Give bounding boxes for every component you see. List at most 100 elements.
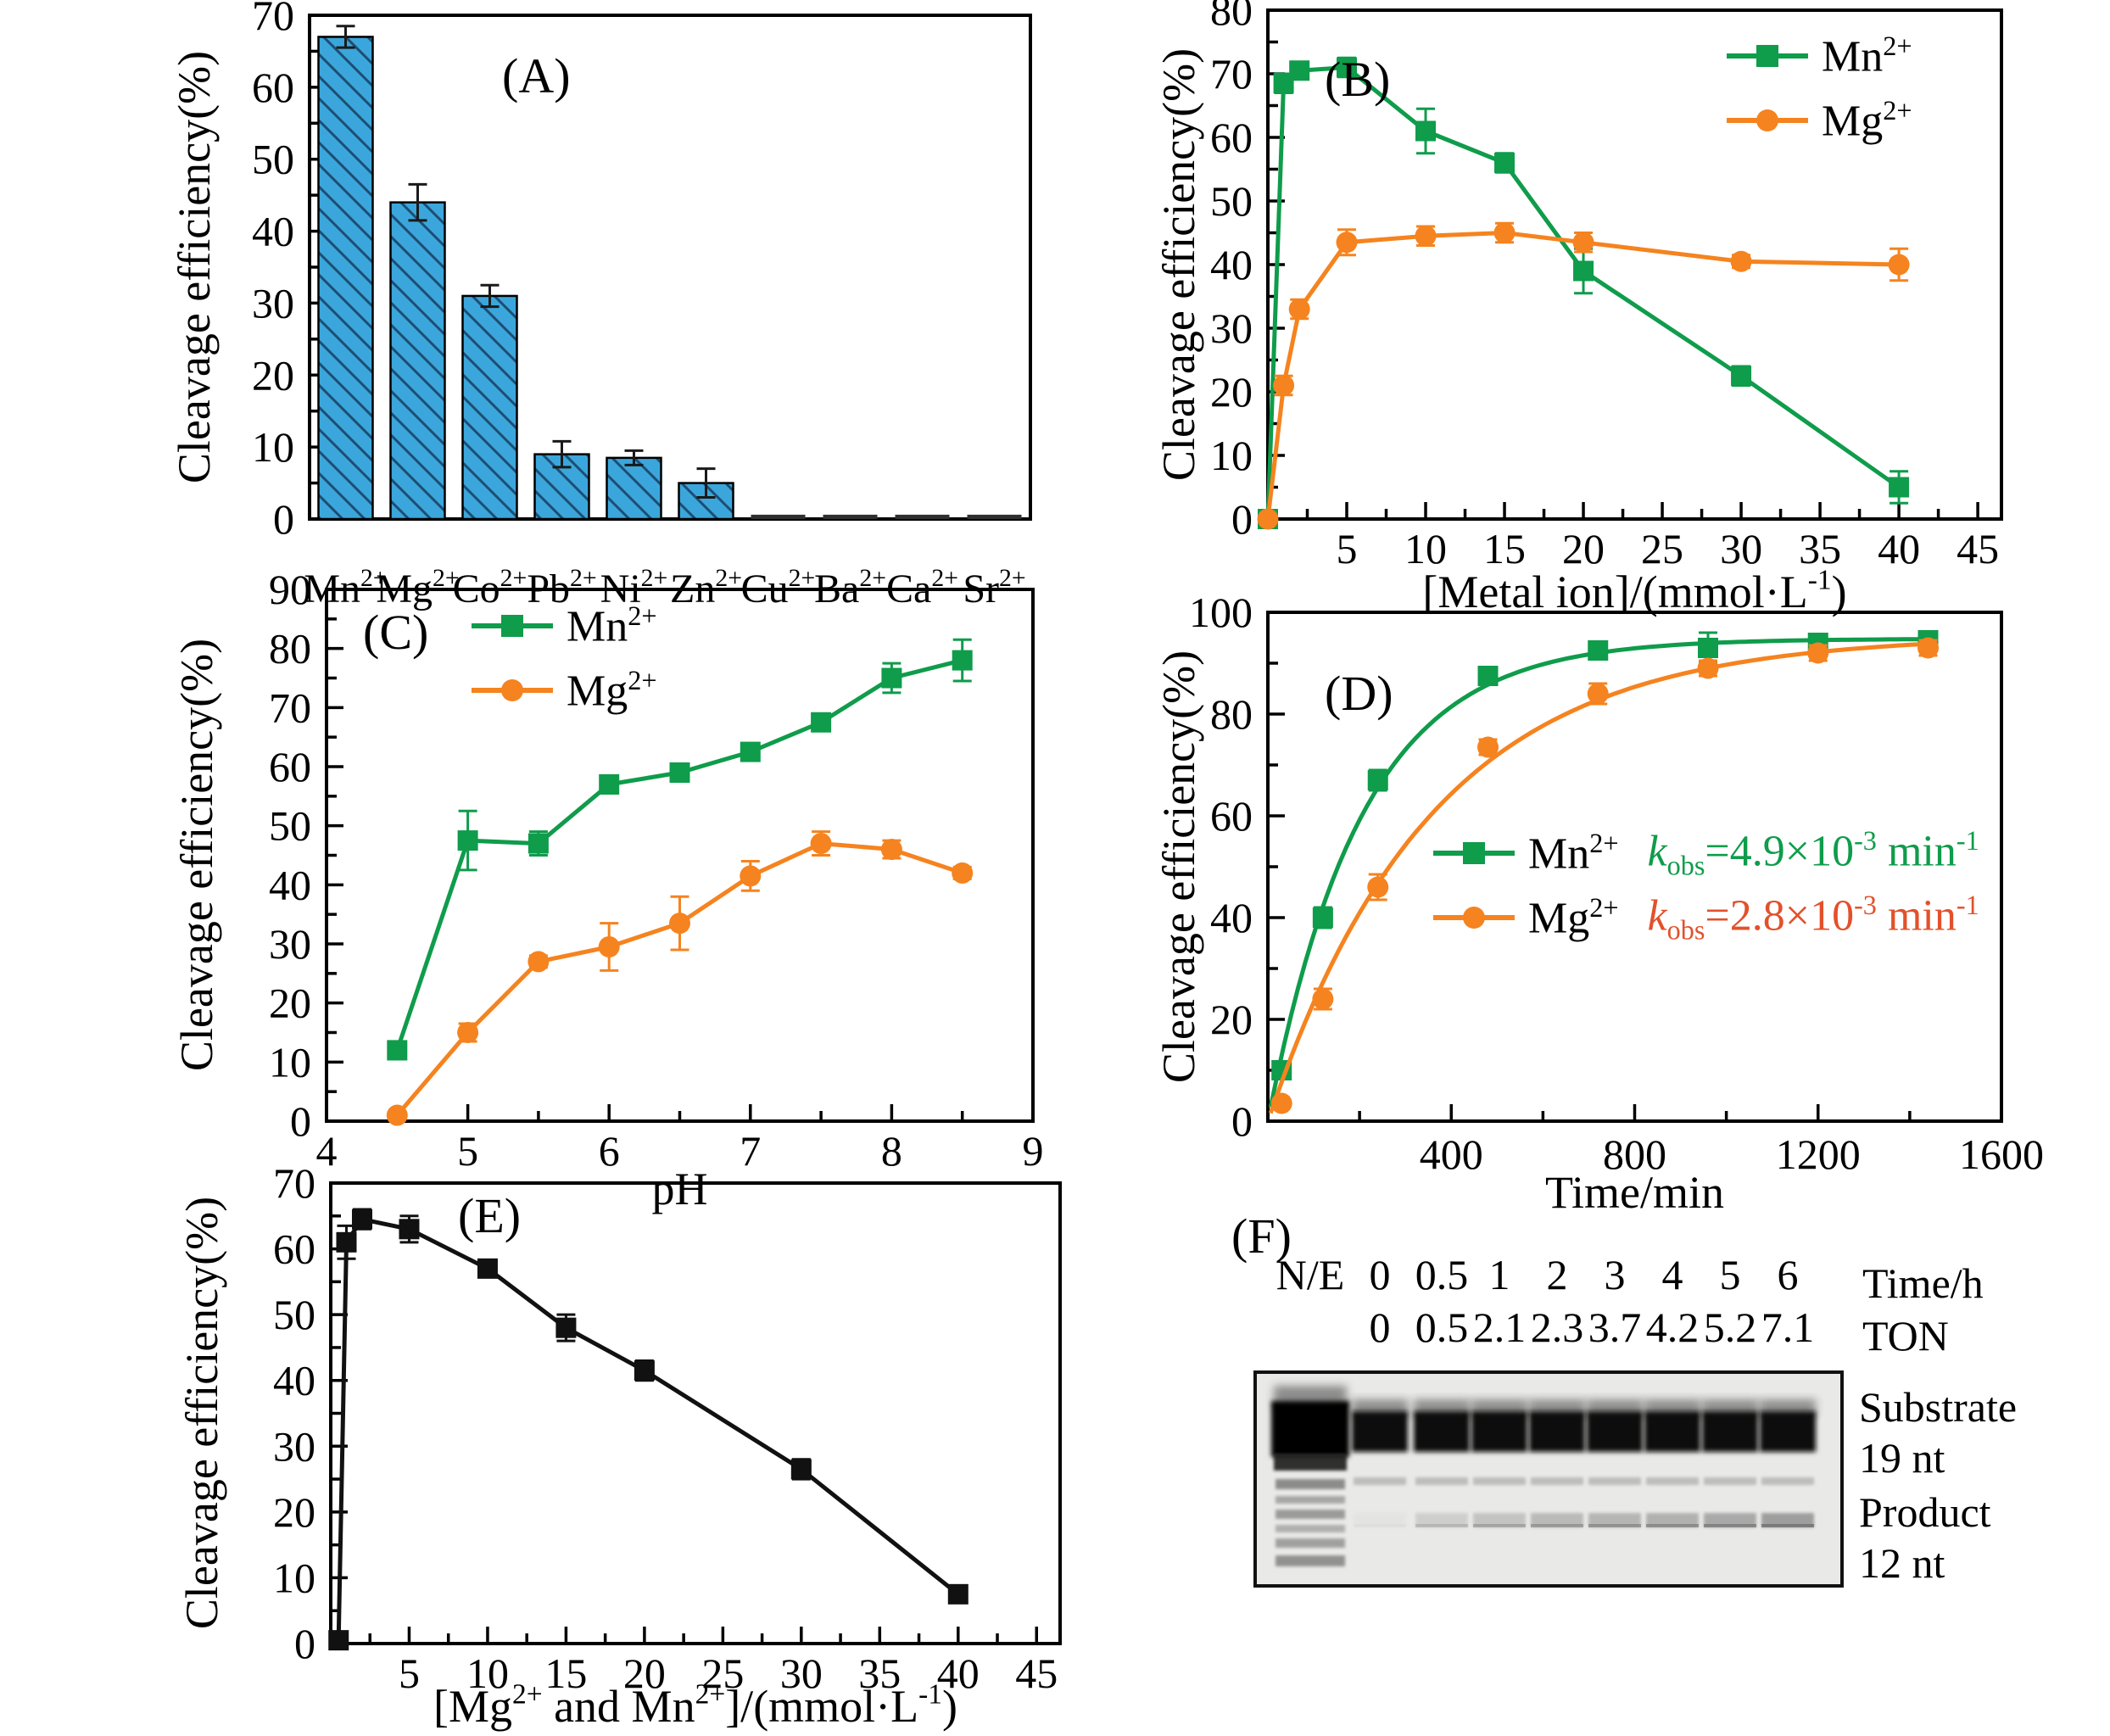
data-point (386, 1104, 408, 1126)
gel-lane-label: 3 (1605, 1251, 1626, 1298)
x-tick-label: 15 (1483, 525, 1526, 572)
data-point (528, 833, 549, 854)
x-tick-label: 20 (1562, 525, 1605, 572)
data-point (1337, 57, 1358, 78)
y-tick-label: 80 (1210, 690, 1253, 738)
y-tick-label: 50 (252, 136, 294, 183)
legend-label-mg: Mg2+ (1528, 891, 1619, 943)
product-band-edge (1531, 1524, 1583, 1527)
legend-label-mn: Mn2+ (1822, 30, 1912, 81)
substrate-band (1529, 1411, 1585, 1452)
x-tick-label: 5 (1337, 525, 1358, 572)
gel-lane-0 (1352, 1399, 1408, 1527)
bar-6 (751, 514, 806, 519)
product-band-edge (1588, 1524, 1641, 1527)
series-Mn^{2+} (387, 638, 973, 1061)
y-tick-label: 20 (1210, 996, 1253, 1043)
x-axis-title: Time/min (1545, 1167, 1724, 1218)
mg-circle-marker-icon (501, 679, 523, 701)
x-tick-label: 45 (1956, 525, 1999, 572)
y-tick-label: 70 (1210, 50, 1253, 98)
gel-lane-label: N/E (1276, 1251, 1345, 1298)
y-tick-label: 40 (1210, 894, 1253, 941)
data-point (1415, 120, 1437, 142)
substrate-band (1587, 1411, 1643, 1452)
data-point (1270, 1092, 1292, 1114)
data-point (669, 762, 690, 783)
data-point (1588, 640, 1609, 661)
substrate-band (1471, 1411, 1527, 1452)
y-tick-label: 30 (273, 1422, 315, 1470)
gel-ton-value: 2.1 (1473, 1303, 1527, 1351)
y-tick-label: 40 (1210, 241, 1253, 288)
legend-panel-d: Mn2+ kobs=4.9×10-3 min-1 Mg2+ kobs=2.8×1… (1433, 821, 1979, 950)
x-tick-label: 9 (1023, 1127, 1044, 1175)
x-tick-label: 10 (466, 1649, 509, 1697)
product-band (1531, 1513, 1583, 1527)
product-band (1588, 1513, 1641, 1527)
data-point (1572, 232, 1594, 254)
panel-e: Cleavage efficiency(%) [Mg2+ and Mn2+]/(m… (176, 1159, 1062, 1732)
data-point (328, 1630, 349, 1651)
data-point (1273, 375, 1295, 396)
product-band-edge (1704, 1524, 1756, 1527)
y-axis-title: Cleavage efficiency(%) (1153, 650, 1204, 1083)
legend-panel-b: Mn2+ Mg2+ (1727, 24, 1912, 153)
gel-lane-label: 6 (1778, 1251, 1799, 1298)
mg-line-swatch (1727, 109, 1808, 131)
product-band (1415, 1513, 1468, 1527)
data-point (1312, 907, 1333, 928)
data-point (1731, 366, 1752, 387)
y-tick-label: 30 (269, 920, 311, 968)
gel-product-label: Product (1859, 1488, 1991, 1536)
panel-d: Cleavage efficiency(%) Time/min 0 20 40 60 80 1… (1153, 589, 2044, 1218)
data-point (881, 667, 902, 689)
axis-ticks (1268, 611, 2003, 1123)
y-tick-label: 40 (252, 208, 294, 255)
data-point (457, 830, 478, 851)
product-band-edge (1761, 1524, 1814, 1527)
x-axis-title: [Metal ion]/(mmol·L-1) (1422, 564, 1846, 617)
category-label: Ca2+ (886, 564, 958, 611)
data-point (477, 1258, 498, 1279)
gel-ton-value: 2.3 (1531, 1303, 1584, 1351)
mn-square-marker-icon (1463, 842, 1485, 864)
axis-ticks (325, 588, 1035, 1123)
mn-square-marker-icon (501, 615, 523, 637)
gel-lane-4 (1644, 1399, 1700, 1527)
x-tick-label: 1600 (1959, 1130, 2044, 1178)
y-tick-label: 20 (273, 1488, 315, 1536)
data-point (457, 1022, 479, 1043)
panel-label-a: (A) (502, 48, 571, 103)
gel-lane-label: 0.5 (1415, 1251, 1469, 1298)
category-label: Cu2+ (741, 564, 816, 611)
data-point (599, 773, 620, 795)
legend-row-mn: Mn2+ kobs=4.9×10-3 min-1 (1433, 821, 1979, 885)
product-band (1646, 1513, 1699, 1527)
gel-lane-0.5 (1414, 1399, 1470, 1527)
data-point (1807, 642, 1829, 664)
x-tick-label: 10 (1404, 525, 1447, 572)
data-point (1477, 666, 1499, 686)
substrate-band (1352, 1411, 1408, 1452)
x-tick-label: 30 (1720, 525, 1762, 572)
data-point (1697, 657, 1719, 679)
panel-label-f: (F) (1231, 1209, 1292, 1264)
x-tick-label: 40 (937, 1649, 980, 1697)
bar-0 (317, 36, 374, 521)
category-label: Zn2+ (670, 564, 742, 611)
x-tick-label: 15 (544, 1649, 587, 1697)
gel-lane-6 (1760, 1399, 1816, 1527)
x-tick-label: 40 (1878, 525, 1920, 572)
gel-lane-label: 5 (1720, 1251, 1741, 1298)
panel-label-d: (D) (1325, 666, 1393, 721)
y-tick-label: 10 (252, 423, 294, 471)
category-label: Pb2+ (527, 564, 596, 611)
y-axis-title: Cleavage efficiency(%) (1153, 48, 1204, 481)
x-tick-label: 20 (623, 1649, 666, 1697)
data-point (387, 1040, 408, 1061)
y-tick-label: 60 (1210, 114, 1253, 161)
y-tick-label: 20 (269, 980, 311, 1027)
y-tick-label: 0 (273, 495, 294, 543)
